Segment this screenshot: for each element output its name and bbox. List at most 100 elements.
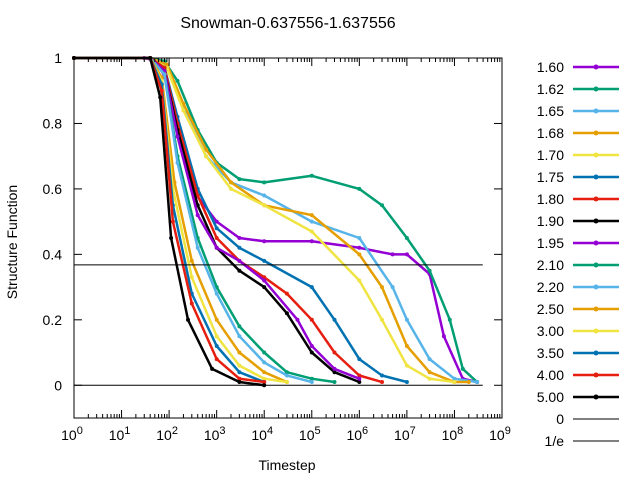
series-point-2.50 [189,258,194,263]
series-line-1.80 [74,56,383,384]
series-point-1.68 [466,380,471,384]
series-point-1.62 [460,366,465,371]
series-point-1.80 [195,193,200,198]
series-point-4.00 [214,357,219,362]
series-point-1.68 [380,285,384,290]
series-point-1.70 [181,108,186,113]
series-point-1.62 [262,180,267,185]
series-point-1.65 [309,219,314,224]
series-point-1.65 [390,285,395,290]
legend-label-1.68: 1.68 [537,125,564,141]
series-point-1.90 [284,311,289,316]
series-point-2.50 [237,350,242,355]
series-point-1.70 [309,229,314,234]
axes: 100 101 102 103 104 105 106 107 108 109 0 0.2 0.4 0.6… [43,50,511,443]
series-line-2.20 [74,56,313,384]
y-tick-label: 0.2 [43,312,63,328]
series-point-1.75 [309,285,314,290]
series-point-1.75 [262,258,267,263]
series-point-1.70 [262,203,267,208]
series-point-1.70 [404,363,409,368]
series-point-4.00 [159,88,164,93]
x-tick-label: 100 [61,425,83,443]
series-point-1.95 [309,344,314,348]
series-point-1.62 [357,186,362,191]
series-point-2.50 [214,317,219,322]
series-point-1.75 [380,373,384,378]
series-point-1.70 [452,380,457,384]
series-point-1.95 [262,278,267,283]
legend-label-3.00: 3.00 [537,323,564,339]
series-point-1.80 [214,236,219,240]
x-tick-label: 107 [394,425,416,443]
legend-marker-1.65 [593,108,599,114]
legend-marker-3.50 [593,350,599,356]
series-point-1.75 [237,245,242,250]
series-line-1.62 [74,56,478,383]
legend-label-2.10: 2.10 [537,257,564,273]
series-point-2.20 [309,380,314,384]
series-point-5.00 [210,366,215,371]
series-point-2.10 [284,370,289,375]
series-point-1.68 [204,147,209,152]
series-point-1.75 [214,226,219,231]
legend-label-4.00: 4.00 [537,367,564,383]
legend-label-1/e: 1/e [545,433,565,449]
series-point-1.70 [357,278,362,283]
series-point-1.70 [380,317,384,322]
series-point-1.68 [229,180,233,185]
x-tick-label: 103 [204,425,226,443]
legend-marker-5.00 [593,394,599,400]
legend-label-1.65: 1.65 [537,103,564,119]
y-tick-label: 0.8 [43,115,63,131]
series-point-1.90 [262,285,267,290]
series-point-2.20 [214,291,219,296]
legend-label-5.00: 5.00 [537,389,564,405]
series-point-3.50 [237,370,242,375]
series-point-4.00 [237,376,242,381]
series-point-4.00 [189,301,194,306]
series-line-1.70 [74,56,455,384]
legend-label-1.70: 1.70 [537,147,564,163]
series-point-2.10 [332,380,337,384]
series-line-1.60 [74,56,478,384]
series-point-1.62 [447,317,452,322]
legend-label-1.90: 1.90 [537,213,564,229]
series-point-3.00 [189,275,194,280]
legend-marker-1.90 [593,218,599,224]
y-tick-label: 0.6 [43,181,63,197]
series-point-1.95 [295,317,300,322]
legend-label-0: 0 [556,411,564,427]
series-layer [72,56,480,388]
series-point-1.80 [380,380,384,384]
series-point-1.80 [284,291,289,296]
series-point-1.90 [357,380,362,384]
series-point-1.70 [427,376,432,381]
series-point-5.00 [237,380,242,384]
legend-label-1.62: 1.62 [537,81,564,97]
series-line-1.68 [74,56,469,384]
series-point-1.68 [357,252,362,257]
legend-marker-1.70 [593,152,599,158]
series-point-5.00 [158,95,163,100]
series-point-1.60 [309,239,314,244]
series-point-2.10 [237,324,242,329]
series-line-1.95 [74,56,360,380]
x-tick-label: 104 [251,425,273,443]
legend-label-1.80: 1.80 [537,191,564,207]
series-point-1.62 [404,236,409,240]
series-point-1.62 [380,203,384,208]
series-point-1.80 [332,350,337,355]
series-line-5.00 [74,56,265,387]
plot-frame [73,57,503,419]
series-point-2.20 [284,373,289,378]
series-point-5.00 [169,236,174,240]
series-point-1.60 [237,236,242,240]
x-tick-label: 106 [346,425,368,443]
series-point-1.80 [357,373,362,378]
series-point-1.65 [404,317,409,322]
legend-label-1.60: 1.60 [537,59,564,75]
series-point-4.00 [170,219,175,224]
series-point-1.75 [357,357,362,362]
legend-label-1.75: 1.75 [537,169,564,185]
